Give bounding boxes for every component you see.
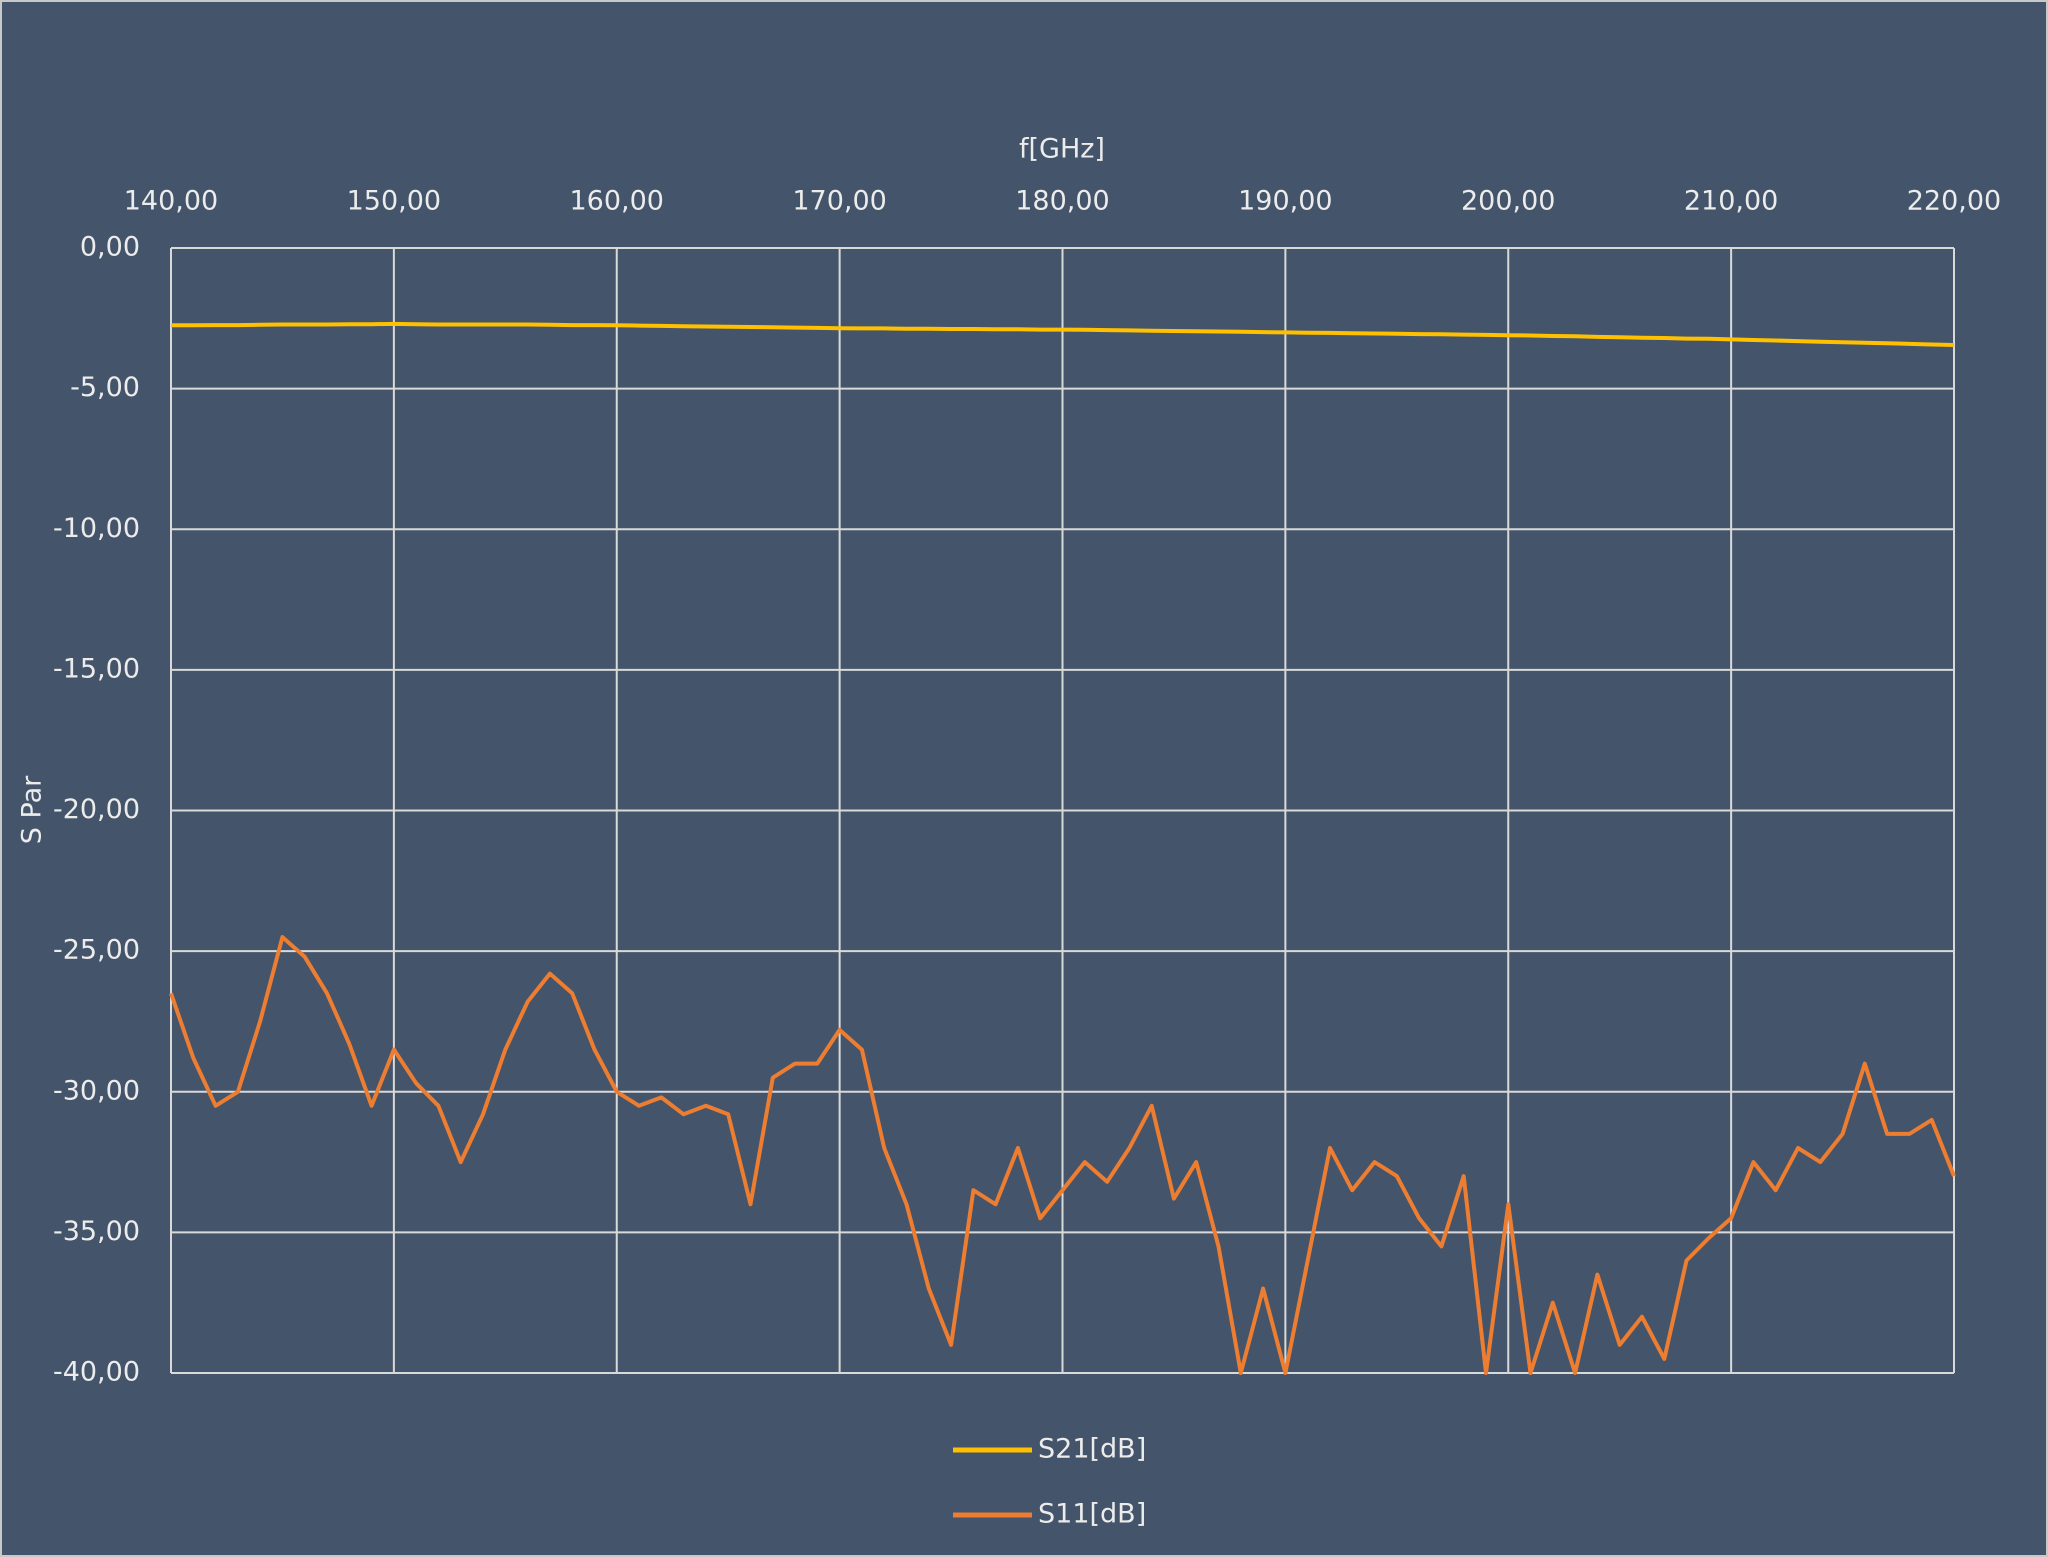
y-tick-label: -5,00	[70, 372, 140, 403]
y-tick-label: 0,00	[80, 232, 140, 263]
y-axis-title: S Par	[17, 775, 48, 844]
y-tick-label: -10,00	[53, 513, 140, 544]
x-tick-label: 180,00	[1015, 186, 1109, 217]
x-tick-label: 200,00	[1461, 186, 1555, 217]
x-tick-label: 210,00	[1684, 186, 1778, 217]
x-tick-label: 160,00	[570, 186, 664, 217]
y-tick-label: -30,00	[53, 1075, 140, 1106]
x-axis-title: f[GHz]	[1019, 134, 1105, 165]
y-tick-label: -15,00	[53, 653, 140, 684]
y-tick-label: -35,00	[53, 1216, 140, 1247]
x-tick-label: 220,00	[1907, 186, 2001, 217]
series-line	[171, 321, 1955, 347]
x-tick-label: 170,00	[792, 186, 886, 217]
y-tick-label: -20,00	[53, 794, 140, 825]
x-tick-label: 150,00	[347, 186, 441, 217]
series-line	[169, 935, 1956, 1375]
legend-label: S21[dB]	[1038, 1434, 1146, 1465]
x-tick-label: 140,00	[124, 186, 218, 217]
y-tick-label: -25,00	[53, 935, 140, 966]
legend-label: S11[dB]	[1038, 1499, 1146, 1530]
y-tick-label: -40,00	[53, 1357, 140, 1388]
x-tick-label: 190,00	[1238, 186, 1332, 217]
